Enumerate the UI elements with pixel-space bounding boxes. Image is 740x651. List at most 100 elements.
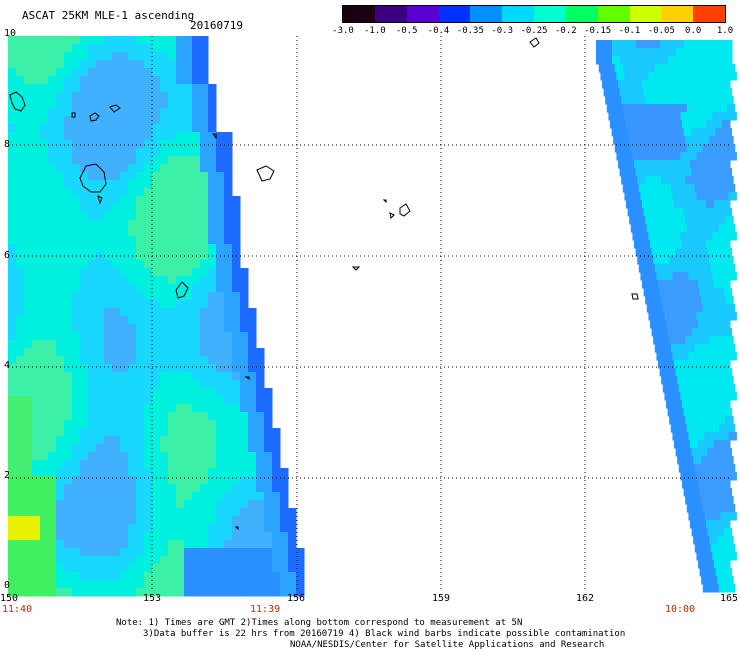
swath-cell <box>720 552 729 561</box>
swath-cell <box>16 108 25 117</box>
swath-cell <box>690 120 699 129</box>
swath-cell <box>264 436 273 445</box>
swath-cell <box>208 468 217 477</box>
swath-cell <box>40 132 49 141</box>
swath-cell <box>152 404 161 413</box>
swath-cell <box>702 64 712 73</box>
swath-cell <box>96 300 105 309</box>
swath-cell <box>192 124 201 133</box>
swath-cell <box>184 580 193 589</box>
swath-cell <box>680 112 689 121</box>
swath-cell <box>192 500 201 509</box>
swath-cell <box>128 92 137 101</box>
swath-cell <box>160 68 169 77</box>
swath-cell <box>88 508 97 517</box>
swath-cell <box>56 396 65 405</box>
swath-cell <box>48 236 57 245</box>
swath-cell <box>104 364 113 373</box>
swath-cell <box>24 244 33 253</box>
swath-cell <box>288 548 297 557</box>
swath-cell <box>668 48 677 57</box>
swath-cell <box>192 428 201 437</box>
swath-cell <box>696 392 705 401</box>
island-outline <box>89 112 100 122</box>
swath-cell <box>168 140 177 149</box>
swath-cell <box>128 532 137 541</box>
swath-cell <box>128 68 137 77</box>
swath-cell <box>8 140 17 149</box>
swath-cell <box>248 556 257 565</box>
swath-cell <box>40 516 49 525</box>
swath-cell <box>136 84 145 93</box>
swath-cell <box>232 300 241 309</box>
swath-cell <box>24 588 33 597</box>
swath-cell <box>16 44 25 53</box>
swath-cell <box>606 64 616 73</box>
swath-cell <box>96 380 105 389</box>
swath-cell <box>669 136 678 145</box>
swath-cell <box>632 152 641 161</box>
swath-cell <box>280 492 289 501</box>
swath-cell <box>112 588 121 597</box>
swath-cell <box>136 36 145 45</box>
swath-cell <box>176 556 185 565</box>
note-line-2: 3)Data buffer is 22 hrs from 20160719 4)… <box>143 629 626 639</box>
swath-cell <box>184 220 193 229</box>
swath-cell <box>232 220 241 229</box>
swath-cell <box>200 444 209 453</box>
swath-cell <box>168 460 177 469</box>
swath-cell <box>112 332 121 341</box>
swath-cell <box>256 564 265 573</box>
swath-cell <box>104 228 113 237</box>
swath-cell <box>152 548 161 557</box>
swath-cell <box>696 232 705 241</box>
swath-cell <box>232 332 241 341</box>
swath-cell <box>40 468 49 477</box>
swath-cell <box>716 56 725 65</box>
swath-cell <box>136 196 145 205</box>
swath-cell <box>168 372 177 381</box>
swath-cell <box>200 124 209 133</box>
swath-cell <box>80 588 89 597</box>
swath-cell <box>48 52 57 61</box>
swath-cell <box>120 580 129 589</box>
island-outline <box>529 37 540 48</box>
swath-cell <box>112 500 121 509</box>
swath-cell <box>184 260 193 269</box>
swath-cell <box>112 244 121 253</box>
swath-cell <box>200 268 209 277</box>
swath-cell <box>659 208 669 217</box>
swath-cell <box>80 68 89 77</box>
swath-cell <box>16 388 25 397</box>
swath-cell <box>32 44 41 53</box>
swath-cell <box>168 420 177 429</box>
swath-cell <box>128 132 137 141</box>
swath-cell <box>240 420 249 429</box>
swath-cell <box>160 404 169 413</box>
swath-cell <box>717 216 726 225</box>
swath-cell <box>296 572 305 581</box>
swath-cell <box>88 428 97 437</box>
swath-cell <box>80 412 89 421</box>
swath-cell <box>224 492 233 501</box>
swath-cell <box>200 412 209 421</box>
swath-cell <box>709 416 718 425</box>
color-scale-label: -0.3 <box>491 26 513 36</box>
swath-cell <box>128 404 137 413</box>
swath-cell <box>676 48 685 57</box>
swath-cell <box>614 64 624 73</box>
swath-cell <box>88 388 97 397</box>
swath-cell <box>650 120 659 129</box>
swath-cell <box>192 468 201 477</box>
swath-cell <box>200 516 209 525</box>
swath-cell <box>136 172 145 181</box>
swath-cell <box>296 564 305 573</box>
swath-cell <box>200 356 209 365</box>
swath-cell <box>112 108 121 117</box>
swath-cell <box>610 80 619 89</box>
swath-cell <box>640 232 649 241</box>
swath-cell <box>256 356 265 365</box>
swath-cell <box>216 452 225 461</box>
swath-cell <box>16 276 25 285</box>
swath-cell <box>16 476 25 485</box>
